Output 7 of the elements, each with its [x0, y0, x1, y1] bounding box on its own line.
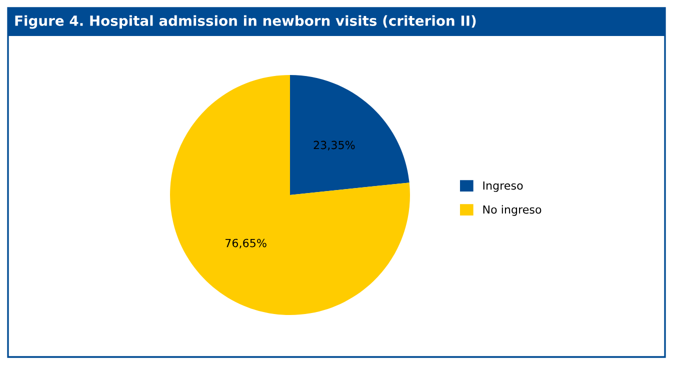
chart-title: Figure 4. Hospital admission in newborn visits (criterion II): [15, 15, 476, 29]
legend-label: No ingreso: [483, 205, 542, 216]
legend-label: Ingreso: [483, 181, 523, 192]
pie-slice: [170, 75, 410, 315]
pie-slice: [290, 75, 410, 195]
data-label: 76,65%: [226, 238, 266, 248]
data-label: 23,35%: [314, 140, 355, 150]
